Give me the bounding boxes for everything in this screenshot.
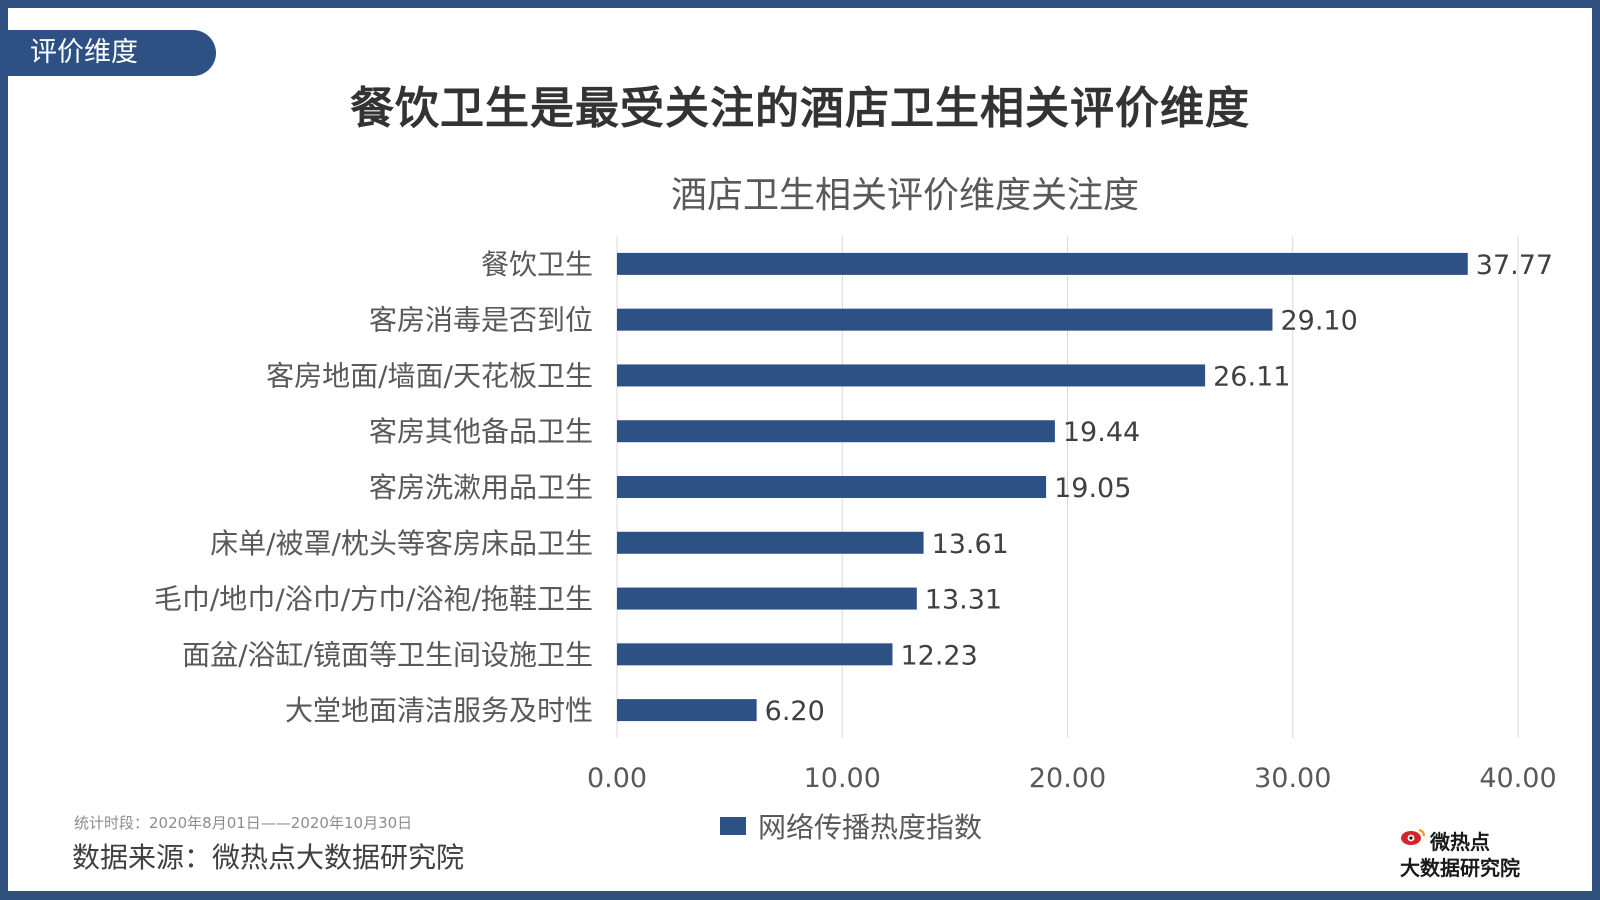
category-label: 餐饮卫生: [481, 248, 593, 281]
category-label: 大堂地面清洁服务及时性: [285, 694, 593, 727]
x-tick-label: 40.00: [1479, 763, 1556, 794]
data-label: 19.05: [1054, 473, 1131, 504]
bar: [617, 699, 757, 722]
bar: [617, 308, 1273, 331]
logo-line1: 微热点: [1430, 830, 1490, 854]
category-label: 毛巾/地巾/浴巾/方巾/浴袍/拖鞋卫生: [154, 583, 593, 616]
logo-line2: 大数据研究院: [1400, 856, 1520, 880]
bar: [617, 364, 1206, 387]
data-source: 数据来源：微热点大数据研究院: [72, 841, 465, 874]
section-tag: 评价维度: [0, 30, 216, 76]
chart-legend: 网络传播热度指数: [720, 806, 982, 846]
bar: [617, 476, 1047, 498]
bar: [617, 587, 917, 610]
data-label: 12.23: [900, 640, 977, 671]
data-label: 6.20: [765, 696, 825, 727]
x-tick-label: 0.00: [587, 763, 647, 794]
x-tick-label: 30.00: [1254, 763, 1331, 794]
bar: [617, 531, 924, 554]
x-tick-label: 10.00: [804, 763, 881, 794]
data-label: 29.10: [1280, 306, 1357, 337]
legend-label: 网络传播热度指数: [758, 811, 983, 844]
category-label: 床单/被罩/枕头等客房床品卫生: [210, 527, 593, 560]
data-label: 26.11: [1213, 361, 1290, 392]
bar: [617, 643, 893, 666]
main-title: 餐饮卫生是最受关注的酒店卫生相关评价维度: [350, 83, 1250, 134]
brand-logo: 微热点 大数据研究院: [1400, 826, 1550, 882]
bar: [617, 420, 1055, 443]
chart-title: 酒店卫生相关评价维度关注度: [670, 175, 1139, 216]
category-label: 客房洗漱用品卫生: [369, 471, 593, 504]
category-label: 客房消毒是否到位: [369, 304, 593, 337]
category-label: 客房地面/墙面/天花板卫生: [266, 359, 593, 392]
weibo-eye-icon: [1401, 829, 1425, 845]
data-label: 19.44: [1063, 417, 1140, 448]
data-label: 13.61: [932, 529, 1009, 560]
data-label: 13.31: [925, 585, 1002, 616]
bar: [617, 252, 1468, 275]
category-label: 客房其他备品卫生: [369, 415, 593, 448]
statistics-period: 统计时段：2020年8月01日——2020年10月30日: [74, 814, 413, 832]
category-label: 面盆/浴缸/镜面等卫生间设施卫生: [182, 638, 593, 671]
x-tick-label: 20.00: [1029, 763, 1106, 794]
data-label: 37.77: [1476, 250, 1553, 281]
legend-swatch: [720, 817, 746, 835]
